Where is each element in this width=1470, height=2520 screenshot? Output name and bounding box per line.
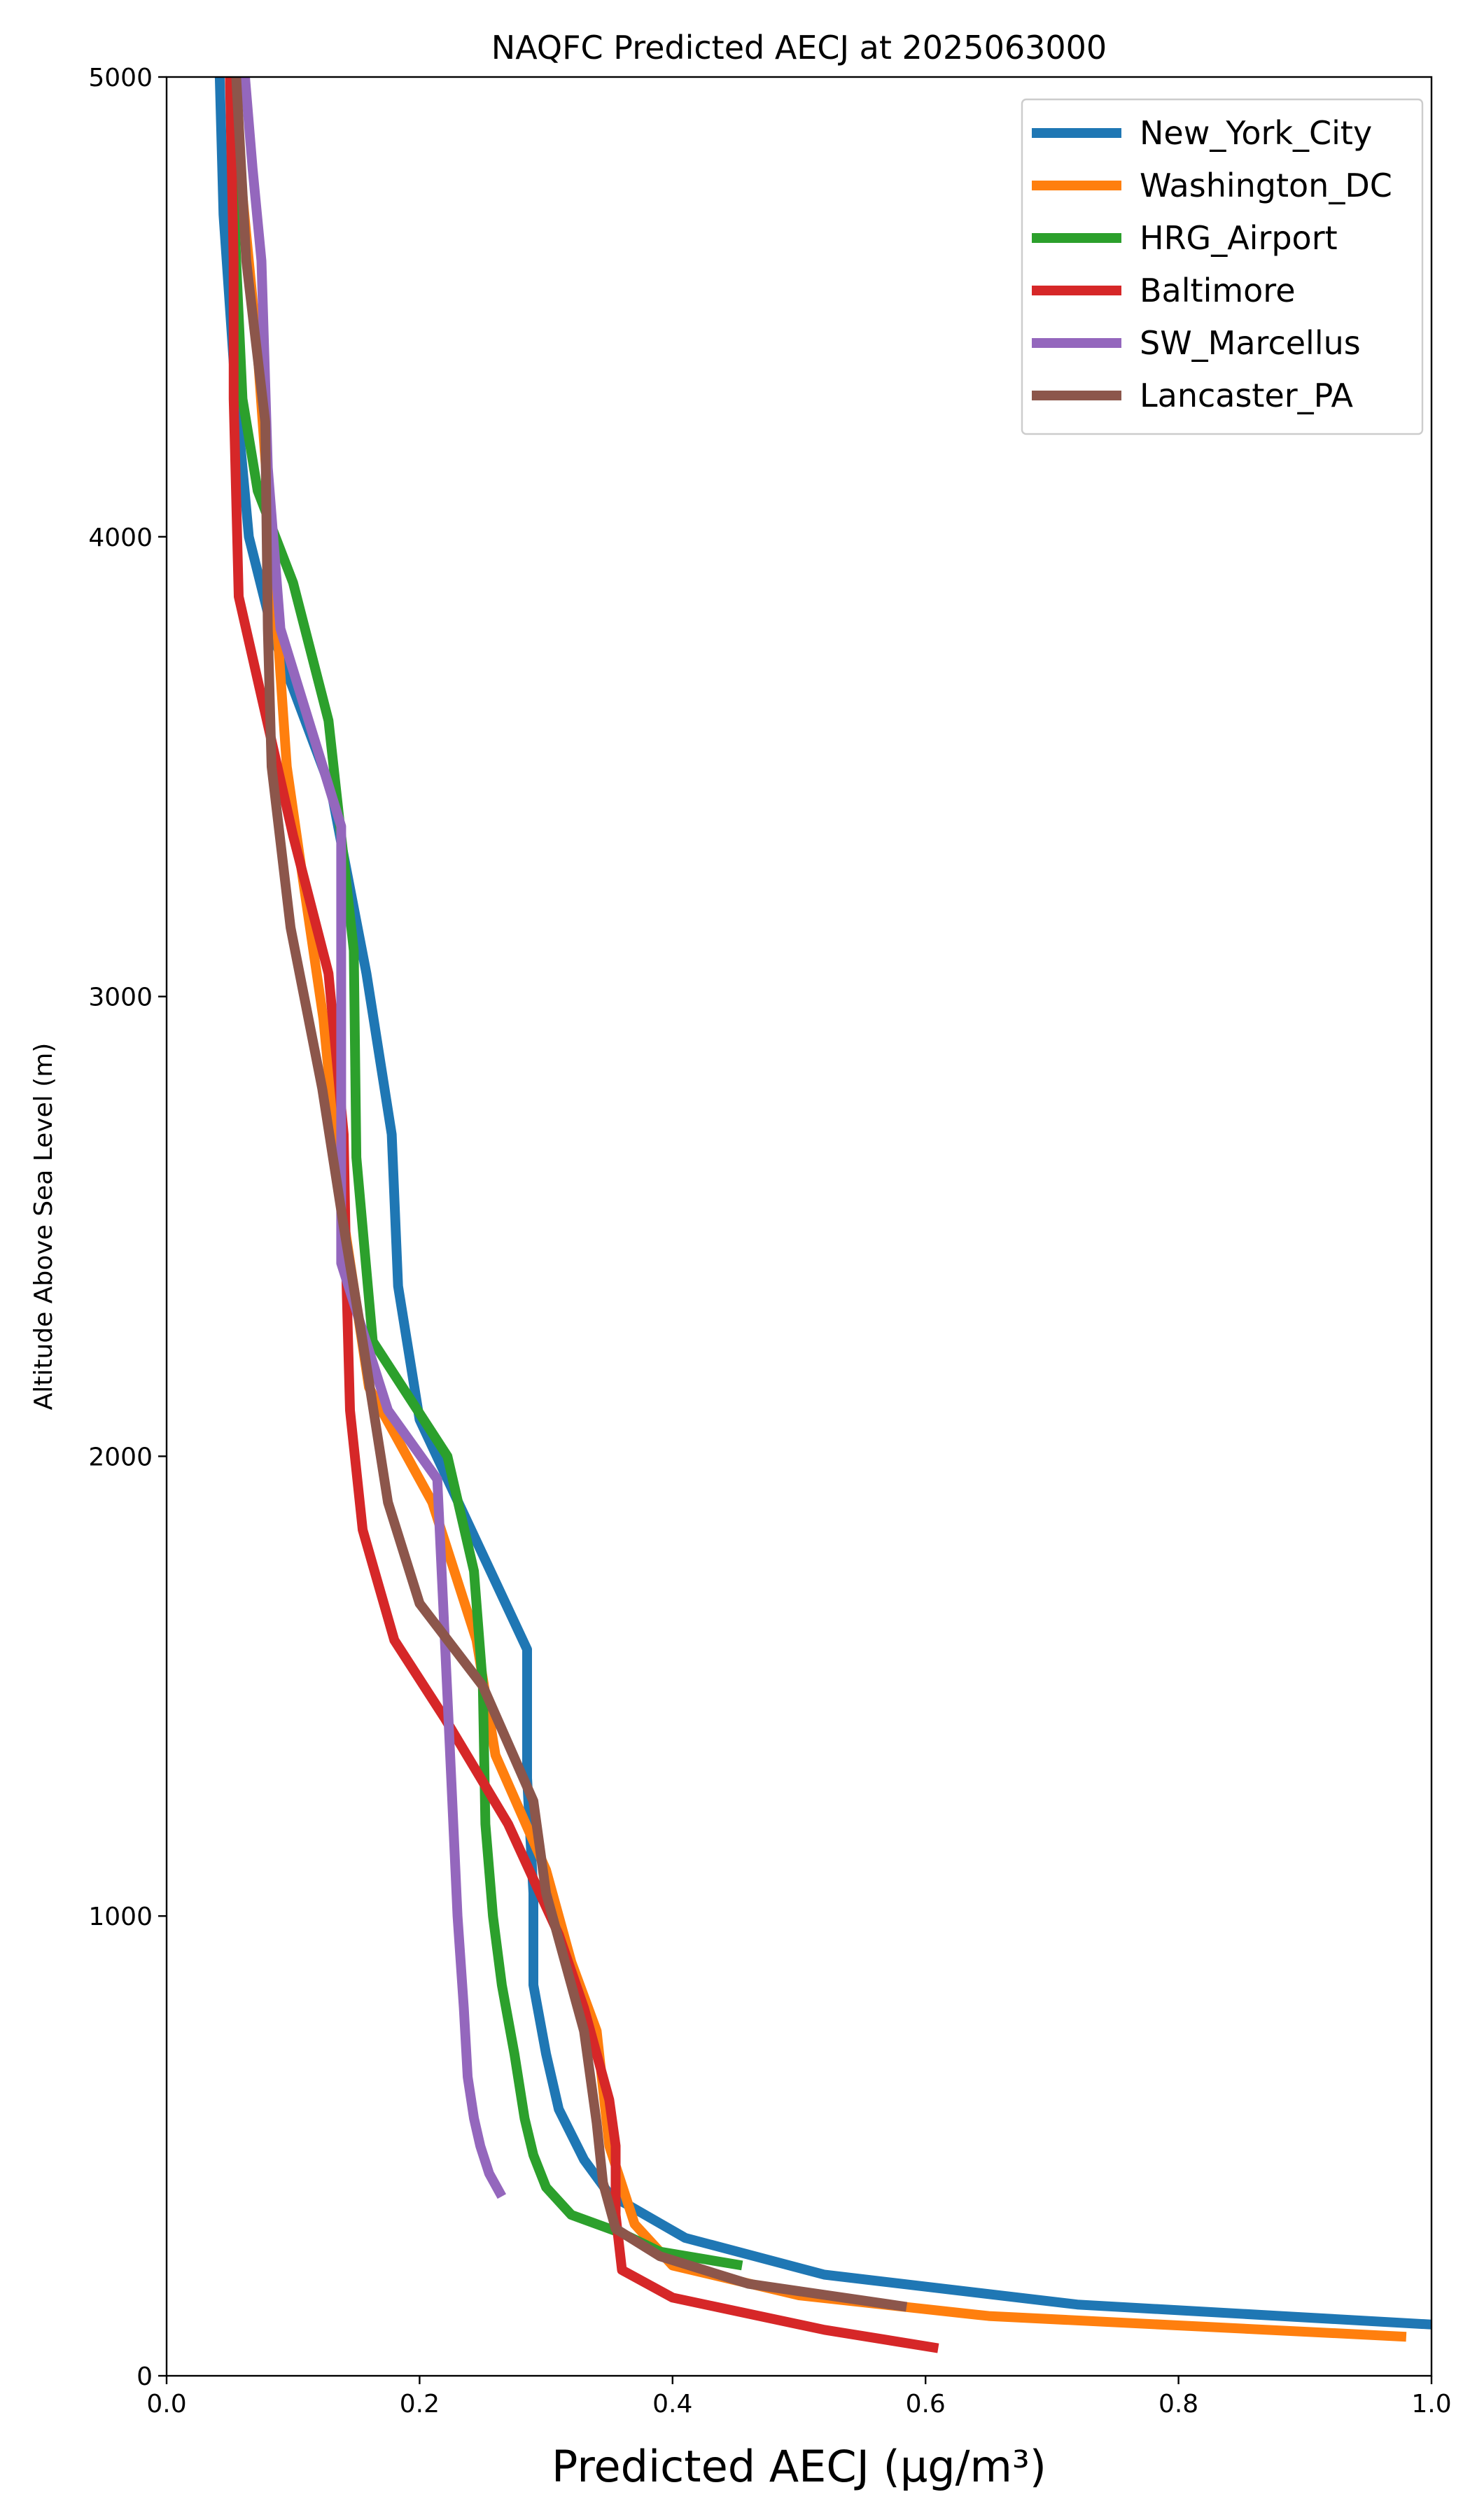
x-tick-label: 0.8 — [1158, 2390, 1198, 2418]
series-line-baltimore — [225, 77, 939, 2353]
y-tick-label: 5000 — [88, 64, 153, 92]
y-tick-label: 1000 — [88, 1903, 153, 1931]
series-line-new-york-city — [214, 77, 1432, 2330]
series-line-lancaster-pa — [231, 77, 908, 2312]
x-tick-label: 0.6 — [906, 2390, 946, 2418]
legend-label: HRG_Airport — [1140, 219, 1338, 257]
series-lines — [214, 77, 1432, 2353]
y-tick-label: 4000 — [88, 524, 153, 552]
plot-frame — [165, 76, 1433, 2377]
legend-box — [1021, 98, 1424, 435]
x-tick-label: 0.0 — [146, 2390, 186, 2418]
x-tick-label: 0.4 — [652, 2390, 692, 2418]
series-line-hrg-airport — [225, 77, 743, 2271]
legend-label: New_York_City — [1140, 114, 1372, 152]
y-axis-title: Altitude Above Sea Level (m) — [29, 1043, 58, 1410]
legend-label: Baltimore — [1140, 272, 1296, 309]
chart-title: NAQFC Predicted AECJ at 2025063000 — [491, 29, 1107, 66]
series-line-sw-marcellus — [240, 77, 507, 2199]
legend-label: Lancaster_PA — [1140, 377, 1353, 414]
y-tick-label: 3000 — [88, 983, 153, 1012]
y-tick-label: 0 — [136, 2362, 153, 2391]
x-tick-label: 1.0 — [1411, 2390, 1451, 2418]
y-tick-label: 2000 — [88, 1443, 153, 1471]
legend-label: SW_Marcellus — [1140, 324, 1361, 362]
legend: New_York_City Washington_DC HRG_Airport Bal… — [1021, 98, 1424, 435]
x-axis-title: Predicted AECJ (μg/m³) — [552, 2441, 1046, 2492]
legend-label: Washington_DC — [1140, 167, 1392, 204]
x-tick-label: 0.2 — [400, 2390, 440, 2418]
